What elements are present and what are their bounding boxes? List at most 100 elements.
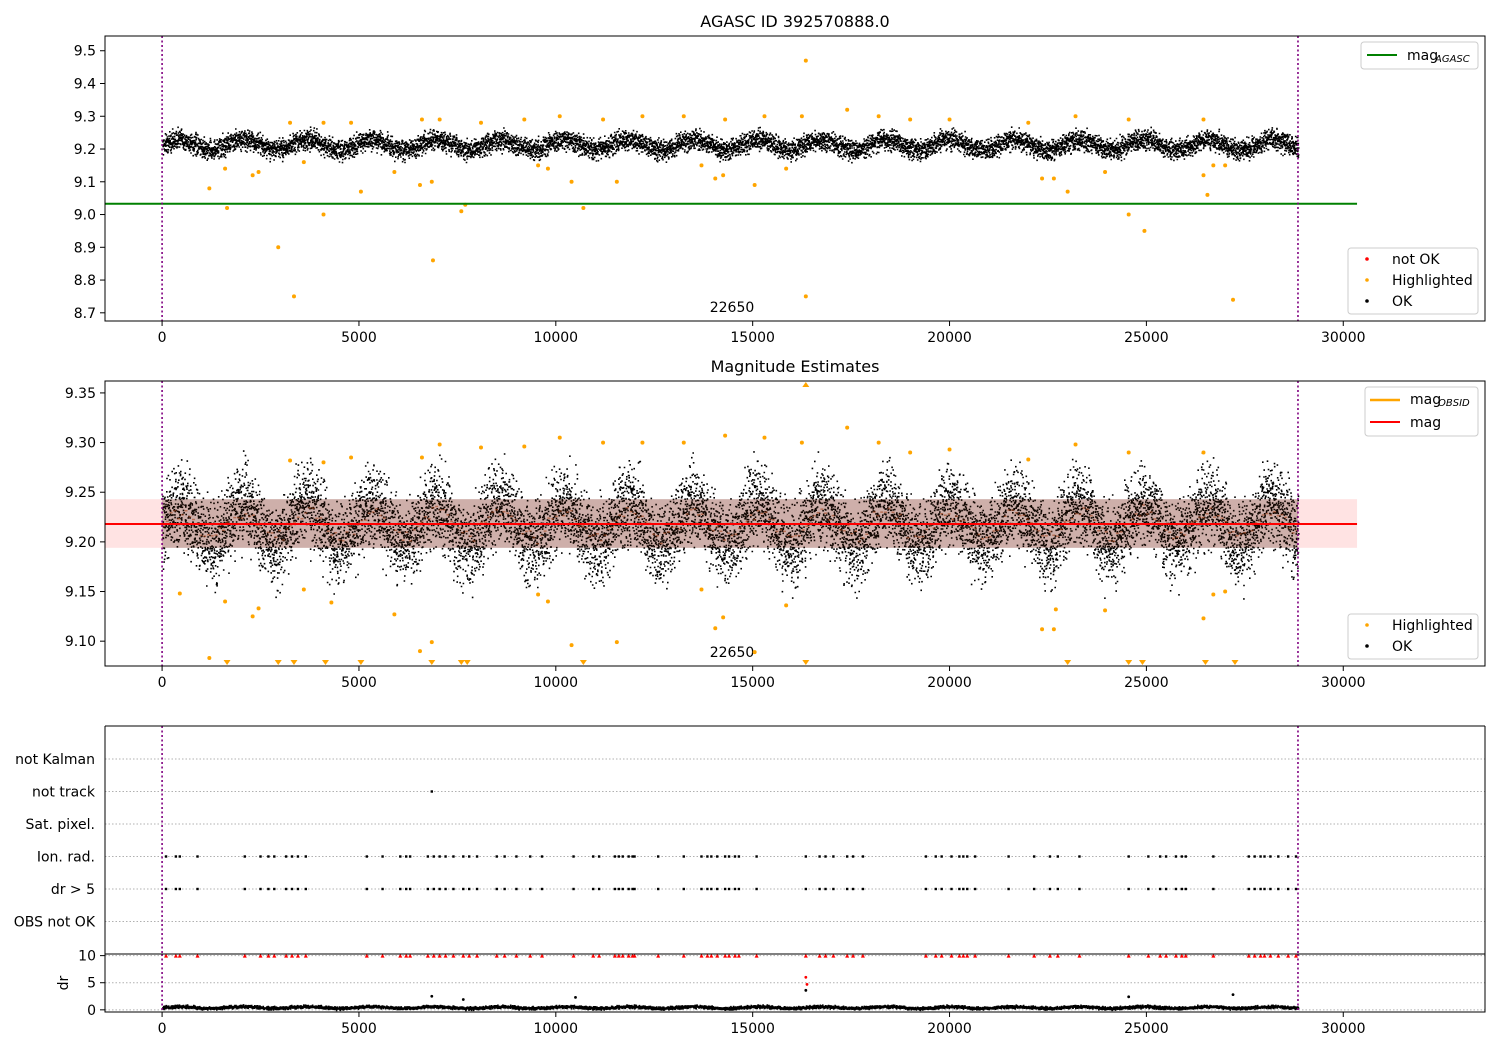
flag-marker bbox=[1078, 855, 1081, 858]
flag-marker bbox=[1032, 855, 1036, 858]
flag-marker bbox=[304, 887, 307, 891]
category-label: OBS not OK bbox=[14, 915, 96, 931]
highlighted-point bbox=[569, 643, 574, 648]
highlighted-point bbox=[752, 650, 757, 655]
flag-marker bbox=[178, 887, 182, 891]
dr-clipped-marker bbox=[1286, 953, 1291, 958]
flag-marker bbox=[1263, 855, 1266, 858]
flag-marker bbox=[631, 855, 634, 858]
panel-flags: OBS not OK dr > 5 Ion. rad. Sat. pixel. not … bbox=[14, 725, 1486, 954]
dr-clipped-marker bbox=[754, 953, 759, 958]
flag-marker bbox=[438, 855, 441, 858]
x-tick-label: 10000 bbox=[534, 675, 579, 691]
flag-marker bbox=[503, 855, 506, 858]
highlighted-point bbox=[1231, 297, 1236, 302]
flag-marker bbox=[621, 887, 624, 891]
dr-clipped-marker bbox=[973, 953, 978, 958]
x-tick-label: 15000 bbox=[730, 1021, 775, 1037]
dr-clipped-marker bbox=[626, 953, 631, 958]
dr-clipped-marker bbox=[398, 953, 403, 958]
flag-marker bbox=[962, 887, 965, 891]
dr-clipped-marker bbox=[408, 953, 413, 958]
y-tick-label: 9.4 bbox=[74, 77, 96, 93]
flag-marker bbox=[1212, 887, 1215, 891]
dr-clipped-marker bbox=[1183, 953, 1188, 958]
dr-outlier bbox=[430, 994, 434, 998]
highlighted-point bbox=[1073, 114, 1078, 119]
highlighted-point bbox=[329, 600, 334, 605]
highlighted-point bbox=[908, 117, 913, 122]
y-tick-label: 9.3 bbox=[74, 109, 96, 125]
dr-clipped-marker bbox=[1276, 953, 1281, 958]
highlighted-point bbox=[1223, 589, 1228, 594]
flag-marker bbox=[381, 855, 384, 858]
flag-marker bbox=[467, 855, 471, 858]
x-tick-label: 25000 bbox=[1124, 675, 1169, 691]
highlighted-point bbox=[349, 120, 354, 125]
flag-marker bbox=[399, 855, 402, 858]
highlighted-point bbox=[1026, 457, 1031, 462]
dr-clipped-marker bbox=[939, 953, 944, 958]
flag-marker bbox=[934, 855, 937, 858]
x-tick-label: 5000 bbox=[341, 1021, 377, 1037]
dr-clipped-marker bbox=[1077, 953, 1082, 958]
highlighted-point bbox=[392, 612, 397, 617]
flag-marker bbox=[444, 855, 447, 858]
x-tick-label: 25000 bbox=[1124, 330, 1169, 346]
flag-marker bbox=[706, 887, 709, 891]
dr-clipped-marker bbox=[258, 953, 263, 958]
category-label: not track bbox=[32, 785, 96, 801]
highlighted-point bbox=[417, 183, 422, 188]
dr-clipped-marker bbox=[1126, 953, 1131, 958]
dr-clipped-marker bbox=[715, 953, 720, 958]
below-range-marker bbox=[579, 660, 587, 665]
flag-marker bbox=[1247, 855, 1250, 858]
highlighted-point bbox=[1053, 607, 1058, 612]
legend-label: mag bbox=[1407, 48, 1438, 64]
dr-clipped-marker bbox=[961, 953, 966, 958]
below-range-marker bbox=[290, 660, 298, 665]
highlighted-point bbox=[256, 606, 261, 611]
dr-clipped-marker bbox=[1032, 953, 1037, 958]
dr-outlier bbox=[574, 995, 577, 999]
flag-marker bbox=[164, 887, 168, 891]
highlighted-point bbox=[288, 120, 293, 125]
flag-marker bbox=[444, 887, 447, 891]
flag-marker bbox=[973, 887, 977, 891]
x-tick-label: 15000 bbox=[730, 675, 775, 691]
highlighted-point bbox=[681, 114, 686, 119]
flag-marker bbox=[296, 855, 300, 858]
flag-marker bbox=[1147, 855, 1150, 858]
flag-marker bbox=[267, 855, 270, 858]
highlighted-point bbox=[225, 205, 230, 210]
x-tick-label: 5000 bbox=[341, 675, 377, 691]
flag-marker bbox=[924, 855, 928, 858]
highlighted-point bbox=[640, 114, 645, 119]
flag-marker bbox=[365, 855, 369, 858]
flag-marker bbox=[716, 887, 719, 891]
flag-marker bbox=[243, 855, 246, 858]
dr-clipped-marker bbox=[860, 953, 865, 958]
x-tick-label: 30000 bbox=[1321, 330, 1366, 346]
dr-clipped-marker bbox=[732, 953, 737, 958]
highlighted-point bbox=[557, 435, 562, 440]
dr-clipped-marker bbox=[437, 953, 442, 958]
flag-marker bbox=[727, 855, 731, 858]
legend-label: OK bbox=[1392, 294, 1413, 310]
dr-clipped-marker bbox=[404, 953, 409, 958]
panel-title: Magnitude Estimates bbox=[711, 357, 880, 376]
dr-clipped-marker bbox=[591, 953, 596, 958]
dr-clipped-marker bbox=[949, 953, 954, 958]
dr-clipped-marker bbox=[1246, 953, 1251, 958]
y-tick-label: 5 bbox=[87, 976, 96, 992]
flag-marker bbox=[438, 887, 441, 891]
x-tick-label: 20000 bbox=[927, 675, 972, 691]
flag-marker bbox=[432, 887, 435, 891]
dr-clipped-marker bbox=[620, 953, 625, 958]
flag-marker bbox=[503, 887, 506, 891]
category-label: not Kalman bbox=[15, 752, 95, 768]
highlighted-point bbox=[681, 440, 686, 445]
flag-marker bbox=[1078, 887, 1081, 891]
highlighted-point bbox=[1126, 212, 1131, 217]
